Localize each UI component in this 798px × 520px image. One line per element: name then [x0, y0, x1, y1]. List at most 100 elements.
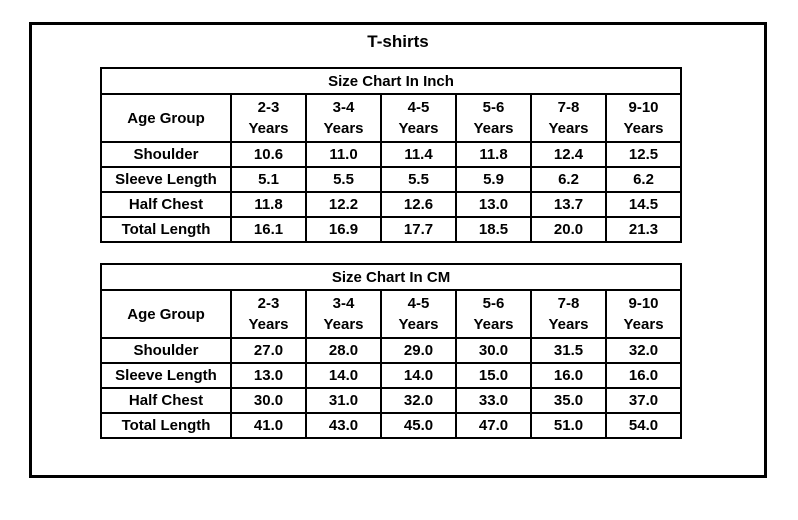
measurement-value: 43.0 [305, 412, 382, 439]
measurement-value: 45.0 [380, 412, 457, 439]
measurement-value: 13.7 [530, 191, 607, 218]
measurement-value: 18.5 [455, 216, 532, 243]
age-word-line: Years [548, 316, 589, 333]
measurement-value: 31.0 [305, 387, 382, 414]
age-column-header: 4-5 Years [380, 289, 457, 339]
age-word-line: Years [398, 316, 439, 333]
age-range-line: 4-5 [407, 99, 430, 116]
age-word-line: Years [473, 120, 514, 137]
measurement-value: 12.6 [380, 191, 457, 218]
measurement-value: 16.0 [530, 362, 607, 389]
size-chart-title: Size Chart In Inch [100, 67, 682, 95]
size-chart-title-row: Size Chart In Inch [100, 67, 682, 95]
age-column-header: 3-4 Years [305, 93, 382, 143]
measurement-label: Shoulder [100, 141, 232, 168]
age-range-line: 9-10 [628, 295, 659, 312]
measurement-row: Total Length 16.1 16.9 17.7 18.5 20.0 21.3 [100, 216, 682, 243]
measurement-label: Shoulder [100, 337, 232, 364]
measurement-value: 13.0 [455, 191, 532, 218]
age-word-line: Years [398, 120, 439, 137]
age-range-line: 7-8 [557, 99, 580, 116]
measurement-label: Half Chest [100, 191, 232, 218]
measurement-value: 30.0 [230, 387, 307, 414]
measurement-value: 5.5 [380, 166, 457, 193]
measurement-value: 33.0 [455, 387, 532, 414]
measurement-row: Sleeve Length 13.0 14.0 14.0 15.0 16.0 16.0 [100, 362, 683, 389]
size-chart-title-row: Size Chart In CM [99, 263, 683, 291]
age-range-line: 3-4 [332, 99, 355, 116]
measurement-value: 54.0 [604, 412, 683, 439]
outer-frame: T-shirts Size Chart In Inch Age Group 2-3 Y… [29, 22, 767, 478]
measurement-value: 27.0 [230, 337, 307, 364]
measurement-value: 20.0 [530, 216, 607, 243]
measurement-value: 41.0 [230, 412, 307, 439]
measurement-value: 17.7 [380, 216, 457, 243]
measurement-value: 14.0 [380, 362, 457, 389]
measurement-row: Shoulder 27.0 28.0 29.0 30.0 31.5 32.0 [100, 337, 683, 364]
measurement-value: 12.4 [530, 141, 607, 168]
age-word-line: Years [623, 316, 664, 333]
measurement-value: 11.4 [380, 141, 457, 168]
size-chart-title: Size Chart In CM [99, 263, 683, 291]
measurement-value: 16.0 [604, 362, 683, 389]
measurement-value: 11.8 [230, 191, 307, 218]
measurement-value: 6.2 [605, 166, 682, 193]
measurement-value: 14.5 [605, 191, 682, 218]
measurement-row: Half Chest 11.8 12.2 12.6 13.0 13.7 14.5 [100, 191, 682, 218]
measurement-row: Total Length 41.0 43.0 45.0 47.0 51.0 54.0 [100, 412, 683, 439]
measurement-value: 5.5 [305, 166, 382, 193]
age-word-line: Years [323, 316, 364, 333]
measurement-value: 29.0 [380, 337, 457, 364]
measurement-value: 5.1 [230, 166, 307, 193]
age-column-header: 9-10 Years [604, 289, 683, 339]
measurement-value: 14.0 [305, 362, 382, 389]
size-chart-inch-table: Size Chart In Inch Age Group 2-3 Years 3-4 Ye… [100, 67, 682, 243]
age-range-line: 3-4 [332, 295, 355, 312]
age-word-line: Years [248, 120, 289, 137]
age-word-line: Years [623, 120, 664, 137]
measurement-value: 32.0 [380, 387, 457, 414]
measurement-value: 28.0 [305, 337, 382, 364]
page-title: T-shirts [367, 32, 429, 51]
age-range-line: 9-10 [628, 99, 659, 116]
age-column-header: 5-6 Years [455, 93, 532, 143]
age-range-line: 7-8 [557, 295, 580, 312]
measurement-value: 5.9 [455, 166, 532, 193]
age-group-corner-label: Age Group [100, 289, 232, 339]
age-column-header: 5-6 Years [455, 289, 532, 339]
measurement-row: Shoulder 10.6 11.0 11.4 11.8 12.4 12.5 [100, 141, 682, 168]
measurement-value: 21.3 [605, 216, 682, 243]
age-column-header: 7-8 Years [530, 93, 607, 143]
age-range-line: 4-5 [407, 295, 430, 312]
age-group-header-row: Age Group 2-3 Years 3-4 Years 4-5 Years 5-6 Year… [100, 289, 683, 339]
age-range-line: 2-3 [257, 99, 280, 116]
age-column-header: 4-5 Years [380, 93, 457, 143]
age-word-line: Years [323, 120, 364, 137]
age-group-corner-label: Age Group [100, 93, 232, 143]
age-range-line: 5-6 [482, 99, 505, 116]
measurement-label: Sleeve Length [100, 166, 232, 193]
age-column-header: 7-8 Years [530, 289, 607, 339]
age-column-header: 2-3 Years [230, 93, 307, 143]
measurement-label: Total Length [100, 216, 232, 243]
measurement-value: 13.0 [230, 362, 307, 389]
age-range-line: 5-6 [482, 295, 505, 312]
size-chart-cm-table: Size Chart In CM Age Group 2-3 Years 3-4 Year… [99, 263, 683, 439]
measurement-value: 10.6 [230, 141, 307, 168]
measurement-value: 12.5 [605, 141, 682, 168]
measurement-value: 35.0 [530, 387, 607, 414]
measurement-label: Half Chest [100, 387, 232, 414]
measurement-value: 11.8 [455, 141, 532, 168]
measurement-row: Half Chest 30.0 31.0 32.0 33.0 35.0 37.0 [100, 387, 683, 414]
measurement-value: 16.9 [305, 216, 382, 243]
measurement-value: 15.0 [455, 362, 532, 389]
measurement-label: Sleeve Length [100, 362, 232, 389]
age-column-header: 3-4 Years [305, 289, 382, 339]
age-column-header: 2-3 Years [230, 289, 307, 339]
age-word-line: Years [473, 316, 514, 333]
age-column-header: 9-10 Years [605, 93, 682, 143]
measurement-value: 51.0 [530, 412, 607, 439]
age-word-line: Years [548, 120, 589, 137]
measurement-value: 37.0 [604, 387, 683, 414]
age-word-line: Years [248, 316, 289, 333]
